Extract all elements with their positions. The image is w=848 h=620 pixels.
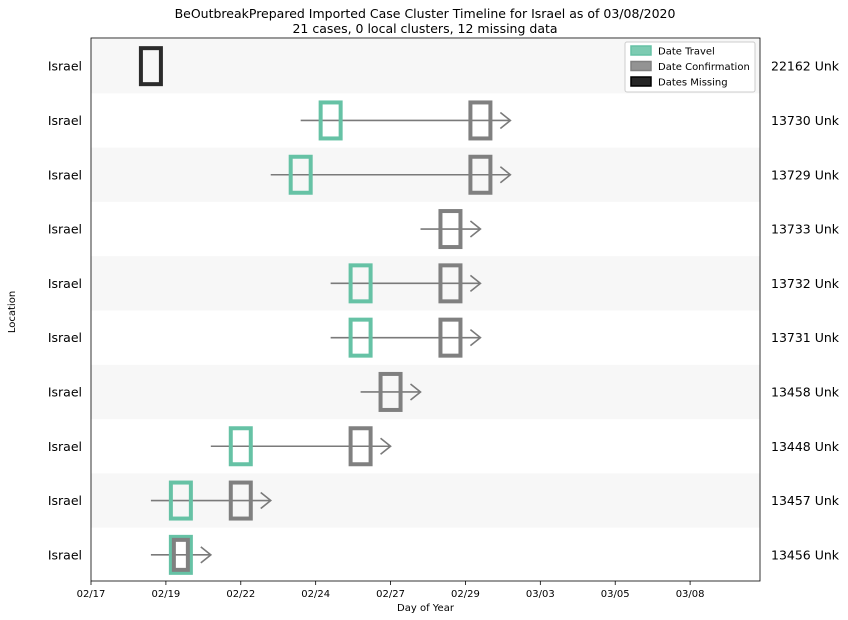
confirmation-marker — [348, 426, 373, 467]
y-axis-label: Location — [7, 291, 18, 333]
travel-marker — [318, 100, 343, 141]
arrow-layer — [150, 111, 512, 564]
travel-marker — [168, 534, 193, 575]
missing-marker — [138, 46, 163, 87]
confirmation-marker — [228, 480, 253, 521]
case-label: 13732 Unk — [771, 276, 840, 291]
x-tick-label: 02/27 — [376, 589, 405, 600]
travel-marker — [168, 480, 193, 521]
location-label: Israel — [48, 222, 82, 237]
x-tick-label: 02/22 — [226, 589, 255, 600]
case-label: 13456 Unk — [771, 547, 840, 562]
location-label: Israel — [48, 113, 82, 128]
marker-layer — [138, 46, 493, 575]
confirmation-marker — [468, 100, 493, 141]
arrow-head — [469, 329, 482, 347]
case-label: 13458 Unk — [771, 384, 840, 399]
x-tick-label: 02/17 — [77, 589, 106, 600]
case-label: 13729 Unk — [771, 167, 840, 182]
confirmation-marker — [378, 371, 403, 412]
case-label: 22162 Unk — [771, 59, 840, 74]
case-label: 13731 Unk — [771, 330, 840, 345]
x-tick-label: 02/19 — [151, 589, 180, 600]
legend-swatch — [630, 60, 652, 72]
x-tick-label: 02/24 — [301, 589, 330, 600]
legend-label: Date Confirmation — [658, 62, 750, 73]
location-label: Israel — [48, 167, 82, 182]
case-labels: 22162 Unk 13730 Unk 13729 Unk 13733 Unk 1373… — [771, 59, 840, 563]
location-label: Israel — [48, 330, 82, 345]
chart-title: BeOutbreakPrepared Imported Case Cluster… — [175, 6, 676, 21]
x-tick-label: 02/29 — [451, 589, 480, 600]
x-axis-label: Day of Year — [397, 603, 455, 614]
confirmation-marker — [438, 263, 463, 304]
arrow-head — [380, 437, 392, 455]
arrow-head — [499, 166, 512, 184]
location-label: Israel — [48, 59, 82, 74]
x-tick-label: 03/03 — [526, 589, 555, 600]
location-label: Israel — [48, 547, 82, 562]
confirmation-marker — [438, 209, 463, 250]
arrow-head — [499, 111, 512, 130]
legend-swatch — [630, 76, 652, 87]
legend-label: Date Travel — [658, 47, 715, 58]
location-label: Israel — [48, 384, 82, 399]
legend: Date Travel Date Confirmation Dates Missin… — [624, 41, 756, 93]
location-labels: Israel Israel Israel Israel Israel Israel Isra… — [48, 59, 82, 563]
case-label: 13448 Unk — [771, 439, 840, 454]
chart-subtitle: 21 cases, 0 local clusters, 12 missing d… — [292, 21, 557, 36]
legend-label: Dates Missing — [658, 78, 728, 89]
case-label: 13730 Unk — [771, 113, 840, 128]
confirmation-marker — [468, 154, 493, 195]
row-band — [91, 364, 760, 420]
arrow-head — [410, 383, 422, 401]
travel-marker — [288, 154, 313, 195]
travel-marker — [228, 426, 253, 467]
legend-frame — [624, 41, 756, 93]
legend-swatch — [630, 45, 652, 56]
travel-marker — [348, 317, 373, 358]
confirmation-marker — [438, 317, 463, 358]
case-label: 13733 Unk — [771, 222, 840, 237]
confirmation-marker — [171, 537, 190, 572]
arrow-head — [200, 546, 213, 564]
x-tick-label: 03/08 — [676, 589, 705, 600]
location-label: Israel — [48, 493, 82, 508]
arrow-head — [469, 274, 482, 292]
case-label: 13457 Unk — [771, 493, 840, 508]
x-axis: 02/17 02/19 02/22 02/24 02/27 02/29 03/03 03/05… — [77, 581, 705, 600]
location-label: Israel — [48, 276, 82, 291]
arrow-head — [260, 491, 273, 510]
travel-marker — [348, 263, 373, 304]
plot-frame — [90, 37, 761, 582]
location-label: Israel — [48, 439, 82, 454]
arrow-head — [469, 220, 482, 238]
x-tick-label: 03/05 — [601, 589, 630, 600]
